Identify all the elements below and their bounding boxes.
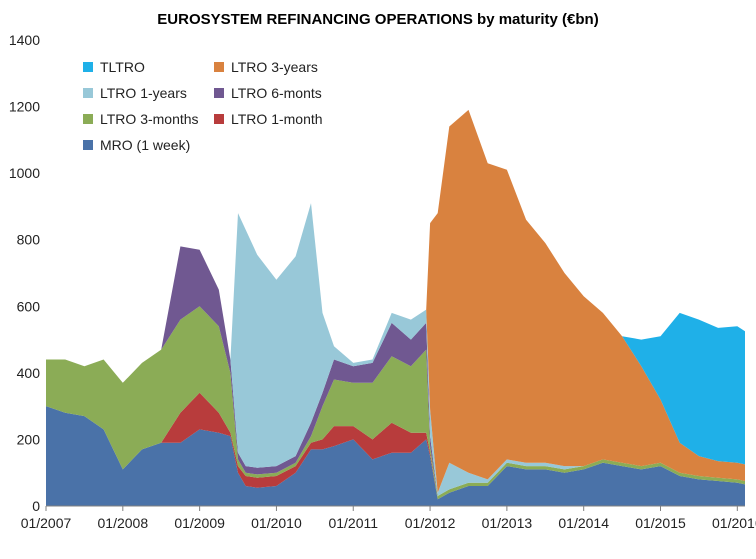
y-tick-label: 0	[32, 498, 40, 514]
area-ltro-3-years	[46, 109, 745, 493]
area-tltro	[46, 109, 745, 465]
x-tick-label: 01/2009	[174, 515, 225, 531]
legend: TLTRO LTRO 1-years LTRO 3-months MRO (1 wee…	[83, 59, 323, 153]
area-ltro-1-month	[46, 392, 745, 500]
y-tick-label: 400	[17, 365, 41, 381]
area-ltro-6-monts	[46, 246, 745, 496]
legend-label-ltro-3-months: LTRO 3-months	[100, 111, 199, 127]
legend-swatch-ltro-6-monts	[214, 88, 224, 98]
x-tick-label: 01/2011	[328, 515, 378, 531]
y-tick-label: 800	[17, 232, 41, 248]
legend-label-mro-1-week: MRO (1 week)	[100, 137, 190, 153]
legend-label-ltro-3-years: LTRO 3-years	[231, 59, 318, 75]
x-tick-label: 01/2008	[98, 515, 149, 531]
y-tick-label: 200	[17, 431, 41, 447]
legend-swatch-mro-1-week	[83, 140, 93, 150]
legend-swatch-ltro-1-years	[83, 88, 93, 98]
legend-label-tltro: TLTRO	[100, 59, 145, 75]
area-ltro-3-months	[46, 306, 745, 500]
x-tick-label: 01/2016	[712, 515, 756, 531]
legend-label-ltro-1-month: LTRO 1-month	[231, 111, 323, 127]
y-tick-label: 1400	[9, 32, 40, 48]
area-mro-1-week	[46, 406, 745, 506]
x-axis-ticks: 01/2007 01/2008 01/2009 01/2010 01/2011 01/20…	[21, 506, 756, 531]
x-tick-label: 01/2013	[482, 515, 533, 531]
y-tick-label: 1000	[9, 165, 40, 181]
legend-swatch-tltro	[83, 62, 93, 72]
y-tick-label: 600	[17, 298, 41, 314]
x-tick-label: 01/2007	[21, 515, 72, 531]
legend-label-ltro-1-years: LTRO 1-years	[100, 85, 187, 101]
y-tick-label: 1200	[9, 99, 40, 115]
legend-swatch-ltro-3-months	[83, 114, 93, 124]
x-tick-label: 01/2012	[405, 515, 456, 531]
x-tick-label: 01/2010	[251, 515, 302, 531]
legend-swatch-ltro-1-month	[214, 114, 224, 124]
x-tick-label: 01/2015	[635, 515, 686, 531]
legend-label-ltro-6-monts: LTRO 6-monts	[231, 85, 322, 101]
chart-areas	[46, 109, 745, 506]
chart-title: EUROSYSTEM REFINANCING OPERATIONS by mat…	[157, 11, 598, 28]
y-axis-ticks: 0 200 400 600 800 1000 1200 1400	[9, 32, 40, 514]
legend-swatch-ltro-3-years	[214, 62, 224, 72]
x-tick-label: 01/2014	[558, 515, 609, 531]
